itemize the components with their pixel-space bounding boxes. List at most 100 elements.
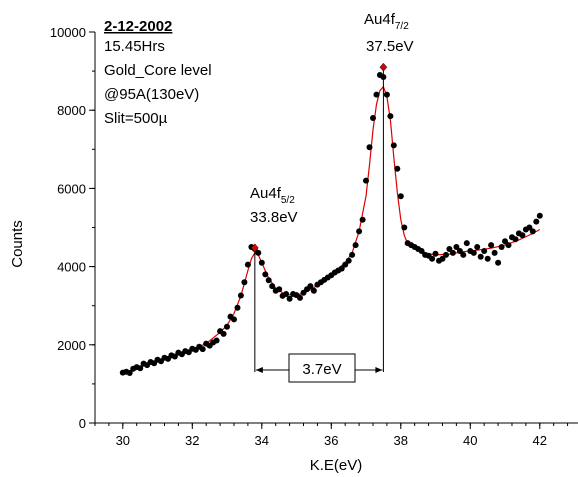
peak-label-au4f72: Au4f7/2 37.5eV xyxy=(364,11,414,55)
svg-text:Au4f7/2: Au4f7/2 xyxy=(364,11,409,32)
data-point xyxy=(231,316,237,323)
fit-curve xyxy=(122,85,541,374)
data-point xyxy=(359,216,366,223)
y-tick-label: 2000 xyxy=(57,338,86,353)
data-point xyxy=(449,249,456,256)
annotations xyxy=(251,62,388,373)
data-point xyxy=(307,283,314,290)
peak-marker xyxy=(379,62,388,72)
data-point xyxy=(533,218,540,225)
y-tick-label: 4000 xyxy=(57,260,86,275)
x-tick-label: 34 xyxy=(255,433,269,448)
data-point xyxy=(418,248,425,254)
data-point xyxy=(258,259,265,266)
data-point xyxy=(491,249,498,256)
peak-label-base: Au4f xyxy=(250,185,282,202)
data-point xyxy=(286,295,293,302)
y-axis: 0 2000 4000 6000 8000 10000 xyxy=(50,25,95,431)
data-point xyxy=(370,115,376,121)
y-tick-label: 10000 xyxy=(50,25,86,40)
data-point xyxy=(237,292,244,299)
data-point xyxy=(262,271,269,278)
data-point xyxy=(463,240,470,247)
separation-label: 3.7eV xyxy=(302,361,341,378)
data-point xyxy=(255,249,262,256)
data-point xyxy=(297,294,303,301)
peak-energy-label: 37.5eV xyxy=(366,38,414,55)
info-line: Slit=500µ xyxy=(104,110,168,127)
data-point xyxy=(536,212,543,219)
data-point xyxy=(276,286,283,293)
data-point xyxy=(477,253,484,260)
peak-label-subscript: 5/2 xyxy=(281,195,295,206)
data-point xyxy=(244,261,251,268)
info-date: 2-12-2002 xyxy=(104,18,172,35)
data-point xyxy=(495,259,502,266)
data-point xyxy=(241,279,248,286)
info-block: 2-12-2002 15.45Hrs Gold_Core level @95A(… xyxy=(104,18,212,127)
x-tick-label: 32 xyxy=(185,433,199,448)
peak-label-au4f52: Au4f5/2 33.8eV xyxy=(250,185,298,226)
data-point xyxy=(460,251,467,258)
data-point xyxy=(484,255,491,262)
data-point xyxy=(356,228,363,235)
data-point xyxy=(488,242,495,249)
peak-energy-label: 33.8eV xyxy=(250,209,298,226)
data-point xyxy=(481,248,488,254)
arrowhead-left xyxy=(255,367,263,373)
x-tick-label: 30 xyxy=(116,433,130,448)
separation-box: 3.7eV xyxy=(288,353,356,383)
data-point xyxy=(234,304,241,311)
data-point xyxy=(502,238,508,245)
data-point xyxy=(213,337,220,344)
data-point xyxy=(126,370,133,376)
data-point xyxy=(338,265,345,272)
x-axis: 30 32 34 36 38 40 42 xyxy=(94,423,569,448)
data-point xyxy=(352,242,359,249)
data-point xyxy=(345,257,352,264)
data-point xyxy=(265,277,272,284)
x-tick-label: 42 xyxy=(533,433,547,448)
info-line: @95A(130eV) xyxy=(104,86,199,103)
data-point xyxy=(283,291,290,297)
data-point xyxy=(498,244,505,250)
data-point xyxy=(349,251,356,258)
y-tick-label: 8000 xyxy=(57,103,86,118)
data-point xyxy=(137,365,144,372)
data-point xyxy=(342,261,349,268)
y-tick-label: 6000 xyxy=(57,181,86,196)
data-point xyxy=(505,242,512,249)
x-tick-label: 38 xyxy=(394,433,408,448)
data-point xyxy=(429,255,436,262)
separation-label-box xyxy=(288,353,356,383)
data-point xyxy=(397,193,404,200)
data-point xyxy=(383,91,390,98)
data-point xyxy=(432,250,439,257)
data-point xyxy=(446,246,453,252)
data-point xyxy=(519,232,526,239)
data-point xyxy=(390,142,397,149)
svg-text:Au4f5/2: Au4f5/2 xyxy=(250,185,295,206)
data-point xyxy=(456,248,463,254)
data-point xyxy=(310,287,317,294)
data-point xyxy=(526,224,533,231)
data-point xyxy=(470,249,477,256)
info-line: Gold_Core level xyxy=(104,62,212,79)
fit-curve-layer xyxy=(122,85,541,374)
data-point xyxy=(401,224,408,231)
arrowhead-right xyxy=(375,367,383,373)
data-point xyxy=(220,330,227,337)
data-point xyxy=(373,91,380,98)
data-point xyxy=(453,244,460,250)
data-point xyxy=(512,236,519,243)
x-tick-label: 36 xyxy=(324,433,338,448)
x-tick-label: 40 xyxy=(463,433,477,448)
data-points-layer xyxy=(119,72,543,376)
data-point xyxy=(269,283,276,290)
data-point xyxy=(529,228,536,235)
data-point xyxy=(366,144,373,151)
y-tick-label: 0 xyxy=(79,416,86,431)
x-axis-label: K.E(eV) xyxy=(310,457,363,474)
peak-label-subscript: 7/2 xyxy=(395,21,409,32)
